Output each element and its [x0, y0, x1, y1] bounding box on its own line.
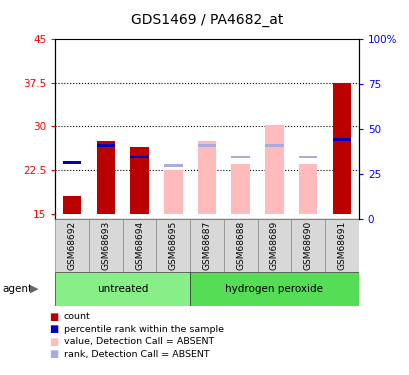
Bar	[156, 219, 190, 272]
Text: GSM68692: GSM68692	[67, 221, 76, 270]
Bar	[332, 138, 350, 141]
Text: GSM68691: GSM68691	[337, 221, 346, 270]
Text: GSM68690: GSM68690	[303, 221, 312, 270]
Bar	[265, 125, 283, 214]
Text: GDS1469 / PA4682_at: GDS1469 / PA4682_at	[130, 13, 283, 27]
Text: value, Detection Call = ABSENT: value, Detection Call = ABSENT	[63, 337, 213, 346]
Text: GSM68693: GSM68693	[101, 221, 110, 270]
Bar	[190, 272, 358, 306]
Bar	[122, 219, 156, 272]
Bar	[190, 219, 223, 272]
Bar	[97, 144, 115, 147]
Bar	[63, 161, 81, 164]
Text: count: count	[63, 312, 90, 321]
Text: ■: ■	[49, 349, 58, 359]
Bar	[197, 144, 216, 147]
Bar	[89, 219, 122, 272]
Text: rank, Detection Call = ABSENT: rank, Detection Call = ABSENT	[63, 350, 209, 358]
Text: GSM68688: GSM68688	[236, 221, 245, 270]
Bar	[130, 147, 148, 214]
Bar	[324, 219, 358, 272]
Bar	[130, 156, 148, 158]
Bar	[298, 156, 317, 158]
Bar	[223, 219, 257, 272]
Text: GSM68689: GSM68689	[269, 221, 278, 270]
Bar	[265, 144, 283, 147]
Bar	[231, 156, 249, 158]
Bar	[257, 219, 291, 272]
Bar	[231, 164, 249, 214]
Text: ■: ■	[49, 312, 58, 322]
Bar	[291, 219, 324, 272]
Text: GSM68687: GSM68687	[202, 221, 211, 270]
Text: ■: ■	[49, 324, 58, 334]
Bar	[197, 141, 216, 214]
Text: ■: ■	[49, 337, 58, 346]
Bar	[55, 272, 190, 306]
Text: agent: agent	[2, 284, 32, 294]
Bar	[63, 196, 81, 214]
Bar	[298, 164, 317, 214]
Text: GSM68694: GSM68694	[135, 221, 144, 270]
Bar	[164, 170, 182, 214]
Text: ▶: ▶	[29, 284, 38, 294]
Text: GSM68695: GSM68695	[169, 221, 178, 270]
Text: untreated: untreated	[97, 284, 148, 294]
Text: percentile rank within the sample: percentile rank within the sample	[63, 325, 223, 334]
Bar	[164, 164, 182, 167]
Bar	[55, 219, 89, 272]
Bar	[332, 83, 350, 214]
Bar	[97, 141, 115, 214]
Text: hydrogen peroxide: hydrogen peroxide	[225, 284, 323, 294]
